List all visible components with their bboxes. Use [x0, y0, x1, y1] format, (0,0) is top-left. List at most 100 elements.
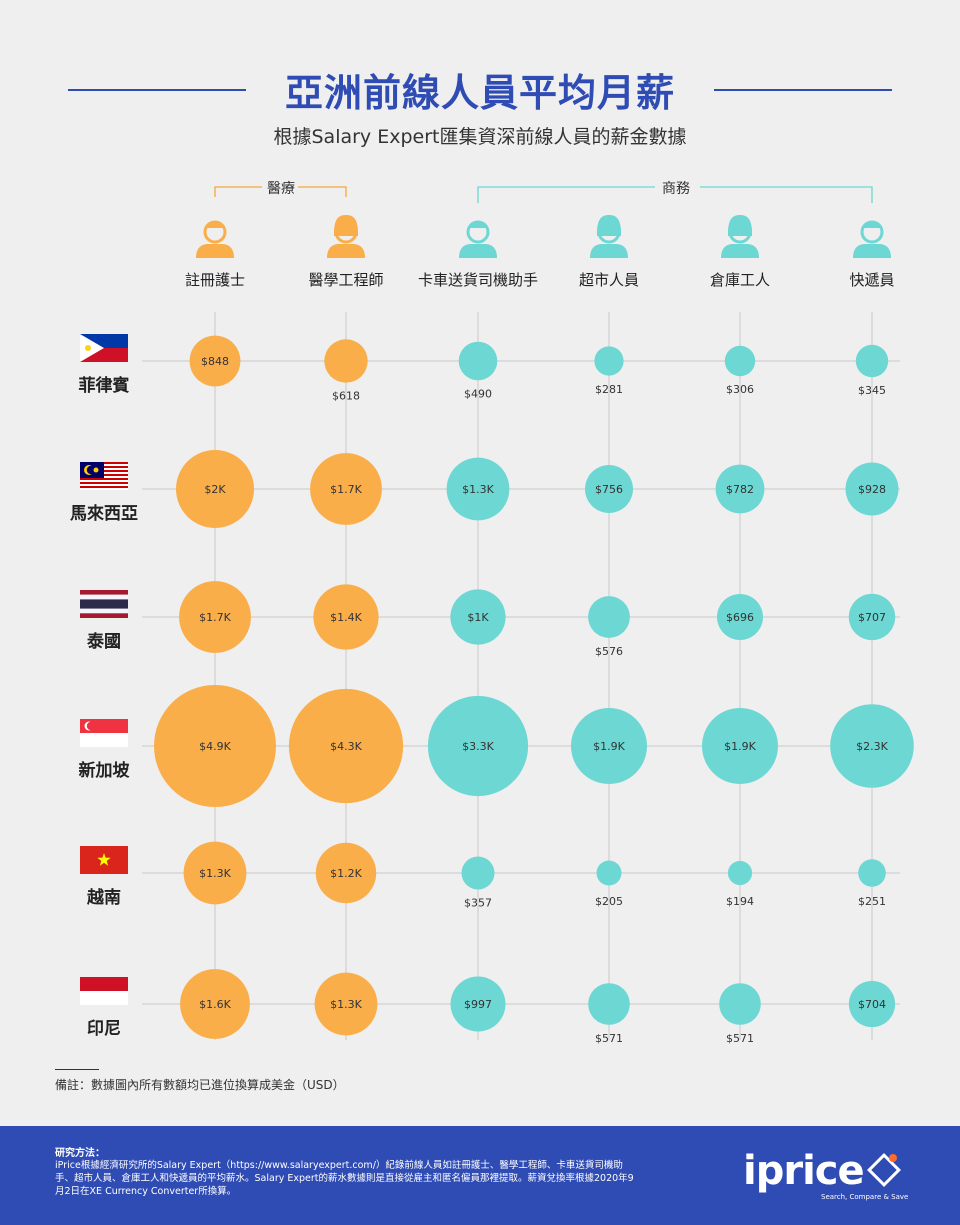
title-right-rule	[714, 89, 892, 91]
warehouse-worker-icon	[721, 214, 759, 258]
column-label-0: 註冊護士	[185, 271, 245, 289]
vietnam-flag	[80, 846, 128, 874]
row-label-5: 印尼	[87, 1019, 121, 1039]
bubble	[189, 335, 241, 387]
row-label-4: 越南	[86, 887, 121, 908]
value-label: $571	[726, 1032, 754, 1045]
value-label: $1.7K	[199, 611, 231, 624]
iprice-logo: iprice Search, Compare & Save	[743, 1148, 908, 1208]
bubble	[715, 464, 765, 514]
engineer-icon	[327, 214, 365, 258]
bubble	[310, 453, 382, 525]
value-label: $1.7K	[330, 483, 362, 496]
malaysia-flag	[80, 462, 128, 490]
value-label: $2.3K	[856, 740, 888, 753]
value-label: $4.9K	[199, 740, 231, 753]
row-label-3: 新加坡	[79, 760, 130, 781]
bubble	[446, 457, 510, 521]
bubble	[588, 596, 630, 638]
cashier-icon	[590, 214, 628, 258]
group-bracket-medical	[214, 186, 347, 197]
value-label: $306	[726, 383, 754, 396]
value-label: $1.2K	[330, 867, 362, 880]
bubble	[702, 708, 778, 784]
thailand-flag	[80, 590, 128, 618]
value-label: $782	[726, 483, 754, 496]
bubble	[179, 581, 251, 653]
column-label-5: 快遞員	[849, 271, 894, 289]
bubble	[848, 980, 896, 1028]
singapore-flag	[80, 719, 128, 747]
bubble	[180, 969, 250, 1039]
value-label: $1.4K	[330, 611, 362, 624]
bubble	[594, 346, 624, 376]
value-label: $1.3K	[199, 867, 231, 880]
value-label: $1K	[467, 611, 489, 624]
value-label: $251	[858, 895, 886, 908]
nurse-icon	[196, 220, 234, 258]
value-label: $1.3K	[330, 998, 362, 1011]
bubble	[427, 695, 529, 797]
bubble	[314, 972, 378, 1036]
value-label: $704	[858, 998, 886, 1011]
bubble	[724, 345, 756, 377]
value-label: $1.9K	[724, 740, 756, 753]
value-label: $194	[726, 895, 754, 908]
footer: 研究方法： iPrice根據經濟研究所的Salary Expert（https:…	[0, 1126, 960, 1225]
column-label-3: 超市人員	[579, 271, 639, 289]
logo-dot	[889, 1154, 897, 1162]
value-label: $2K	[204, 483, 226, 496]
value-label: $618	[332, 390, 360, 403]
logo-tagline: Search, Compare & Save	[821, 1193, 909, 1201]
bubble	[585, 465, 633, 513]
value-label: $1.9K	[593, 740, 625, 753]
page-title: 亞洲前線人員平均月薪	[284, 71, 675, 115]
value-label: $345	[858, 384, 886, 397]
value-label: $707	[858, 611, 886, 624]
value-label: $1.3K	[462, 483, 494, 496]
value-label: $928	[858, 483, 886, 496]
bubble	[855, 344, 889, 378]
bubble	[176, 450, 254, 528]
value-label: $3.3K	[462, 740, 494, 753]
philippines-flag	[80, 334, 128, 362]
value-label: $848	[201, 355, 229, 368]
column-label-4: 倉庫工人	[710, 271, 770, 289]
bubble	[183, 841, 247, 905]
value-label: $1.6K	[199, 998, 231, 1011]
bubble	[719, 983, 761, 1025]
value-label: $997	[464, 998, 492, 1011]
footnote-rule	[55, 1069, 99, 1070]
group-bracket-business	[477, 186, 873, 203]
bubble	[727, 860, 753, 886]
bubble	[154, 685, 276, 807]
column-label-2: 卡車送貨司機助手	[418, 271, 538, 289]
logo-wordmark: iprice	[743, 1148, 865, 1194]
bubble	[450, 976, 506, 1032]
title-block: 亞洲前線人員平均月薪	[0, 62, 960, 118]
title-left-rule	[68, 89, 246, 91]
bubble	[830, 704, 914, 788]
value-label: $205	[595, 895, 623, 908]
group-label-medical: 醫療	[267, 180, 295, 197]
group-label-business: 商務	[662, 181, 690, 197]
bubble	[596, 860, 622, 886]
driver-icon	[459, 220, 497, 258]
method-text: iPrice根據經濟研究所的Salary Expert（https://www.…	[55, 1160, 634, 1197]
row-label-2: 泰國	[87, 631, 121, 652]
courier-icon	[853, 220, 891, 258]
bubble	[461, 856, 495, 890]
value-label: $576	[595, 645, 623, 658]
bubble	[848, 593, 896, 641]
bubble	[588, 983, 630, 1025]
bubble	[717, 594, 763, 640]
bubble	[845, 462, 899, 516]
value-label: $4.3K	[330, 740, 362, 753]
footnote: 備註：數據圖內所有數額均已進位換算成美金（USD）	[55, 1078, 345, 1092]
indonesia-flag	[80, 977, 128, 1005]
method-title: 研究方法：	[55, 1148, 105, 1159]
bubble	[858, 859, 886, 887]
bubble	[315, 842, 377, 904]
value-label: $756	[595, 483, 623, 496]
